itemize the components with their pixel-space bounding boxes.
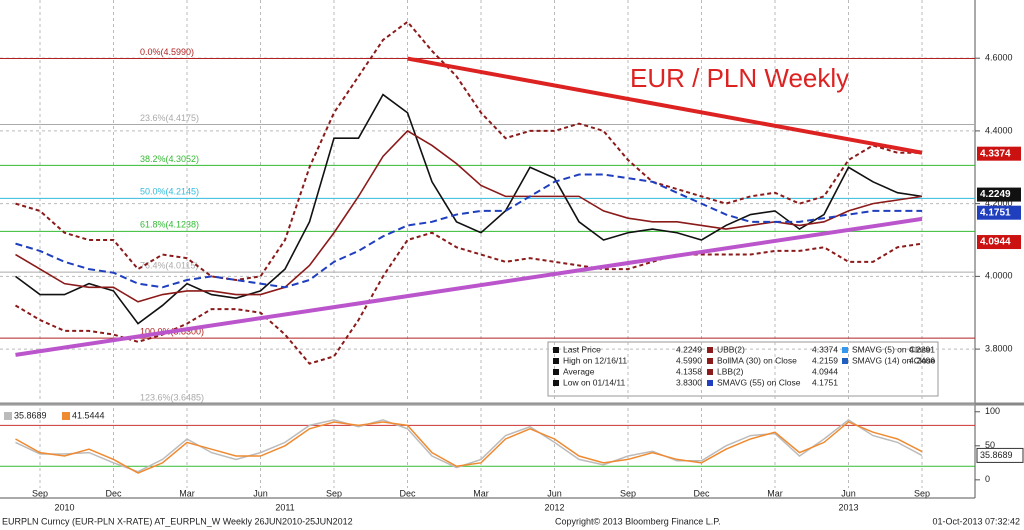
legend-label: LBB(2) xyxy=(717,366,744,376)
x-tick-label: Dec xyxy=(105,488,122,498)
x-year-label: 2011 xyxy=(275,502,294,512)
y-tick-label: 4.0000 xyxy=(985,271,1013,281)
osc-y-tick-label: 100 xyxy=(985,406,1000,416)
legend-swatch xyxy=(707,369,713,375)
value-tag xyxy=(977,205,1021,220)
fib-label: 50.0%(4.2145) xyxy=(140,187,199,197)
legend-label: High on 12/16/11 xyxy=(563,355,627,365)
legend-value: 4.1358 xyxy=(676,366,702,376)
legend-swatch xyxy=(707,347,713,353)
trendline xyxy=(407,56,923,155)
fib-label: 76.4%(4.0115) xyxy=(140,261,198,271)
legend-label: Last Price xyxy=(563,344,601,354)
fib-label: 123.6%(3.6485) xyxy=(140,393,204,403)
fib-label: 23.6%(4.4175) xyxy=(140,113,199,123)
legend-value: 4.2406 xyxy=(909,355,935,365)
footer-left: EURPLN Curncy (EUR-PLN X-RATE) AT_EURPLN… xyxy=(2,516,353,526)
legend-label: Low on 01/14/11 xyxy=(563,377,625,387)
y-tick-label: 4.2000 xyxy=(985,198,1013,208)
legend-swatch xyxy=(842,358,848,364)
value-tag xyxy=(977,146,1021,161)
x-year-label: 2012 xyxy=(544,502,564,512)
value-tag-label: 4.1751 xyxy=(980,207,1011,218)
x-tick-label: Sep xyxy=(914,488,930,498)
legend-label: SMAVG (55) on Close xyxy=(717,377,801,387)
legend-value: 4.5990 xyxy=(676,355,702,365)
legend-swatch xyxy=(707,380,713,386)
legend-swatch xyxy=(553,380,559,386)
osc-tag xyxy=(976,447,1024,463)
series-line xyxy=(15,93,923,325)
x-tick-label: Sep xyxy=(326,488,342,498)
osc-legend-swatch xyxy=(4,412,12,420)
legend-swatch xyxy=(553,358,559,364)
y-tick-label: 4.4000 xyxy=(985,125,1013,135)
x-year-label: 2010 xyxy=(54,502,74,512)
osc-legend-swatch xyxy=(62,412,70,420)
legend-swatch xyxy=(707,358,713,364)
x-tick-label: Sep xyxy=(620,488,636,498)
series-line xyxy=(14,231,923,365)
legend-label: Average xyxy=(563,366,595,376)
x-year-label: 2013 xyxy=(838,502,858,512)
legend-value: 4.2249 xyxy=(676,344,702,354)
osc-y-tick-label: 50 xyxy=(985,440,995,450)
legend-label: BollMA (30) on Close xyxy=(717,355,797,365)
osc-line xyxy=(15,421,923,474)
series-line xyxy=(15,129,923,303)
x-tick-label: Jun xyxy=(841,488,856,498)
trendline xyxy=(15,216,923,357)
value-tag-label: 4.3374 xyxy=(980,148,1011,159)
value-tag-label: 4.0944 xyxy=(980,237,1011,248)
value-tag xyxy=(977,187,1021,202)
series-line xyxy=(15,20,922,282)
y-tick-label: 4.6000 xyxy=(985,53,1013,63)
osc-legend-value: 35.8689 xyxy=(14,410,47,420)
footer-right: 01-Oct-2013 07:32:42 xyxy=(932,516,1020,526)
fib-label: 38.2%(4.3052) xyxy=(140,154,199,164)
legend-value: 4.2159 xyxy=(812,355,838,365)
legend-value: 3.8300 xyxy=(676,377,702,387)
x-tick-label: Sep xyxy=(32,488,48,498)
fib-label: 61.8%(4.1238) xyxy=(140,220,199,230)
legend-value: 4.1751 xyxy=(812,377,838,387)
x-tick-label: Mar xyxy=(767,488,783,498)
osc-tag-label: 35.8689 xyxy=(980,450,1013,460)
y-tick-label: 3.8000 xyxy=(985,343,1013,353)
x-tick-label: Mar xyxy=(473,488,489,498)
legend-label: SMAVG (14) on Close xyxy=(852,355,936,365)
legend-swatch xyxy=(553,347,559,353)
series-line xyxy=(15,173,922,289)
legend-label: SMAVG (5) on Close xyxy=(852,344,931,354)
legend-value: 4.0944 xyxy=(812,366,838,376)
chart-title: EUR / PLN Weekly xyxy=(630,63,849,93)
legend-swatch xyxy=(842,347,848,353)
x-tick-label: Mar xyxy=(179,488,195,498)
legend-swatch xyxy=(553,369,559,375)
fib-label: 0.0%(4.5990) xyxy=(140,47,194,57)
legend-value: 4.2291 xyxy=(909,344,935,354)
legend-label: UBB(2) xyxy=(717,344,745,354)
legend-box xyxy=(547,341,939,397)
value-tag xyxy=(977,235,1021,250)
osc-y-tick-label: 0 xyxy=(985,474,990,484)
osc-legend-value: 41.5444 xyxy=(72,410,105,420)
x-tick-label: Jun xyxy=(547,488,562,498)
x-tick-label: Jun xyxy=(253,488,268,498)
x-tick-label: Dec xyxy=(693,488,710,498)
footer-center: Copyright© 2013 Bloomberg Finance L.P. xyxy=(555,516,721,526)
x-tick-label: Dec xyxy=(399,488,416,498)
legend-value: 4.3374 xyxy=(812,344,838,354)
value-tag-label: 4.2249 xyxy=(980,189,1011,200)
